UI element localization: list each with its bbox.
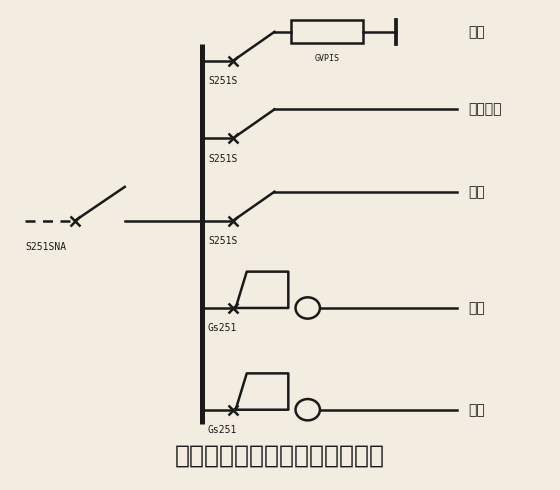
- Text: S251S: S251S: [208, 76, 237, 86]
- Text: S251S: S251S: [208, 236, 237, 246]
- Text: 普通住宅配电箱电气系统示意图: 普通住宅配电箱电气系统示意图: [175, 444, 385, 468]
- Text: 插座: 插座: [469, 185, 486, 199]
- Text: 插座: 插座: [469, 403, 486, 416]
- Text: 空调插座: 空调插座: [469, 102, 502, 116]
- Text: Gs251: Gs251: [208, 425, 237, 435]
- Text: 插座: 插座: [469, 301, 486, 315]
- Bar: [291, 20, 363, 44]
- Text: Gs251: Gs251: [208, 323, 237, 333]
- Text: 插座: 插座: [469, 25, 486, 39]
- Text: S251S: S251S: [208, 154, 237, 164]
- Text: GVPIS: GVPIS: [315, 53, 339, 63]
- Text: S251SNA: S251SNA: [25, 243, 66, 252]
